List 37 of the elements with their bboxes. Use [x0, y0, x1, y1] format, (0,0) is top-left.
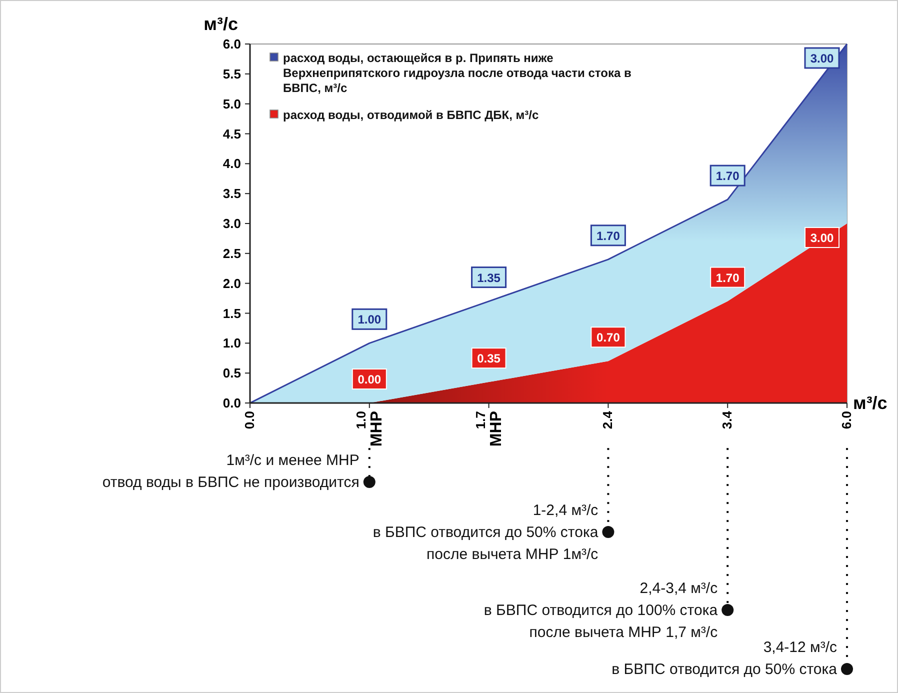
y-tick-label: 0.0 — [222, 396, 241, 410]
y-tick-label: 5.0 — [222, 96, 241, 112]
y-axis-title: м³/с — [204, 14, 238, 34]
data-label: 0.70 — [596, 330, 620, 345]
x-axis-title: м³/с — [853, 393, 888, 413]
data-label: 1.35 — [477, 270, 501, 285]
y-tick-label: 3.0 — [222, 216, 241, 231]
y-tick-label: 4.5 — [222, 126, 241, 142]
x-tick-label: 2.4 — [600, 410, 616, 430]
legend-label: расход воды, остающейся в р. Припять ниже Верхнеприпятского гидроузла после отвода части стока в БВПС, м³/с — [283, 51, 632, 95]
data-label: 0.00 — [358, 372, 382, 386]
text: 2,4-3,4 м³/с в БВПС отводится до 100% стока после вычета МНР 1,7 м³/с — [484, 580, 718, 641]
y-tick-label: 4.0 — [222, 156, 241, 172]
data-label: 1.00 — [358, 312, 382, 327]
data-label: 3.00 — [810, 231, 834, 245]
y-tick-label: 1.5 — [222, 306, 241, 321]
data-label: 0.35 — [477, 352, 501, 366]
x-tick-label: 0.0 — [242, 411, 257, 430]
data-label: 1.70 — [596, 228, 620, 243]
y-tick-label: 2.0 — [222, 276, 241, 291]
x-tick-label: 1.0 МНР — [353, 410, 386, 447]
data-label: 3.00 — [810, 52, 834, 66]
text: 1-2,4 м³/с в БВПС отводится до 50% стока после вычета МНР 1м³/с — [372, 502, 599, 563]
text: 1м³/с и менее МНР отвод воды в БВПС не производится — [102, 452, 360, 491]
data-label: 1.70 — [716, 169, 740, 184]
y-tick-label: 5.5 — [222, 66, 241, 82]
y-tick-label: 1.0 — [222, 336, 241, 351]
text: 3,4-12 м³/с в БВПС отводится до 50% стока — [612, 639, 838, 678]
y-tick-label: 6.0 — [222, 36, 241, 52]
y-tick-label: 3.5 — [222, 186, 241, 202]
legend-label: расход воды, отводимой в БВПС ДБК, м³/с — [283, 108, 539, 122]
data-label: 1.70 — [716, 270, 740, 285]
x-tick-label: 3.4 — [720, 410, 735, 430]
y-tick-label: 2.5 — [222, 246, 241, 261]
x-tick-label: 1.7 МНР — [472, 410, 505, 447]
y-tick-label: 0.5 — [222, 366, 241, 381]
x-tick-label: 6.0 — [839, 411, 854, 430]
